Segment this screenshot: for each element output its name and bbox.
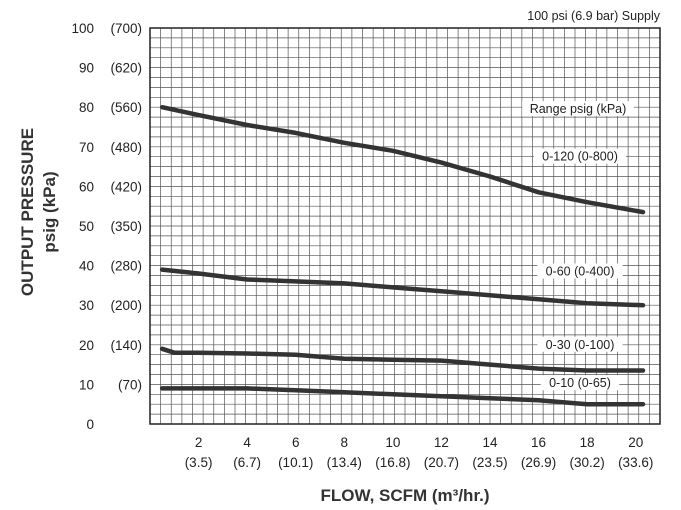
y-tick-labels: 100 (700)90 (620)80 (560)70 (480)60 (420)50 (3… [71, 21, 142, 432]
x-tick-m3-label: (13.4) [327, 455, 362, 470]
y-tick-label: 90 [79, 61, 94, 76]
y-tick-kpa-label: (420) [110, 179, 142, 194]
y-tick-kpa-label: (480) [110, 140, 142, 155]
series-label-bg [537, 336, 623, 352]
series-line [159, 267, 646, 308]
y-axis-title-line2: psig (kPa) [40, 171, 59, 252]
y-tick-kpa-label: (140) [110, 338, 142, 353]
y-tick-label: 0 [86, 417, 94, 432]
x-tick-m3-label: (16.8) [375, 455, 410, 470]
y-tick-kpa-label: (620) [110, 61, 142, 76]
y-tick-kpa-label: (70) [118, 377, 142, 392]
series-label: 0-10 (0-65) [549, 376, 611, 390]
supply-note: 100 psi (6.9 bar) Supply [527, 9, 660, 23]
series-line [159, 346, 646, 373]
series-label: 0-60 (0-400) [546, 265, 615, 279]
y-tick-label: 80 [79, 100, 94, 115]
y-tick-label: 100 [71, 21, 94, 36]
y-tick-label: 40 [79, 259, 94, 274]
x-tick-m3-label: (30.2) [570, 455, 605, 470]
x-tick-label: 18 [580, 435, 595, 450]
legend-title-bg [522, 101, 634, 117]
x-tick-label: 8 [341, 435, 349, 450]
y-tick-label: 60 [79, 179, 94, 194]
y-tick-kpa-label: (560) [110, 100, 142, 115]
x-tick-m3-label: (26.9) [521, 455, 556, 470]
y-tick-label: 50 [79, 219, 94, 234]
x-tick-label: 4 [243, 435, 251, 450]
x-tick-label: 2 [195, 435, 203, 450]
legend-title: Range psig (kPa) [530, 102, 627, 116]
x-tick-label: 12 [434, 435, 449, 450]
chart-grid [150, 28, 660, 424]
plot-border [149, 27, 661, 425]
series-labels: Range psig (kPa) 0-120 (0-800) 0-60 (0-400… [522, 101, 634, 391]
x-tick-label: 16 [531, 435, 546, 450]
series-label-bg [534, 148, 626, 164]
x-tick-m3-label: (20.7) [424, 455, 459, 470]
x-tick-label: 6 [292, 435, 300, 450]
x-tick-m3-label: (6.7) [233, 455, 261, 470]
y-axis-title-line1: OUTPUT PRESSURE [18, 128, 37, 296]
y-tick-kpa-label: (200) [110, 298, 142, 313]
x-tick-label: 20 [628, 435, 643, 450]
series-label: 0-30 (0-100) [546, 338, 615, 352]
series-label-bg [540, 375, 620, 391]
y-tick-label: 30 [79, 298, 94, 313]
y-tick-kpa-label: (280) [110, 259, 142, 274]
x-tick-m3-label: (3.5) [185, 455, 213, 470]
y-tick-kpa-label: (350) [110, 219, 142, 234]
y-tick-label: 10 [79, 377, 94, 392]
x-tick-label: 10 [385, 435, 400, 450]
series-line [159, 104, 646, 215]
y-tick-label: 70 [79, 140, 94, 155]
series-label-bg [537, 263, 623, 279]
series-label: 0-120 (0-800) [542, 150, 618, 164]
x-tick-labels: 2 (3.5) 4 (6.7) 6 (10.1) 8 (13.4) 10 (16.8) 12 (20.… [185, 435, 654, 470]
y-tick-kpa-label: (700) [110, 21, 142, 36]
x-tick-m3-label: (23.5) [472, 455, 507, 470]
series-line [159, 386, 646, 407]
series-layer [159, 104, 646, 407]
x-tick-m3-label: (10.1) [278, 455, 313, 470]
x-tick-label: 14 [482, 435, 498, 450]
x-axis-title: FLOW, SCFM (m³/hr.) [320, 486, 489, 505]
x-tick-m3-label: (33.6) [618, 455, 653, 470]
y-tick-label: 20 [79, 338, 94, 353]
